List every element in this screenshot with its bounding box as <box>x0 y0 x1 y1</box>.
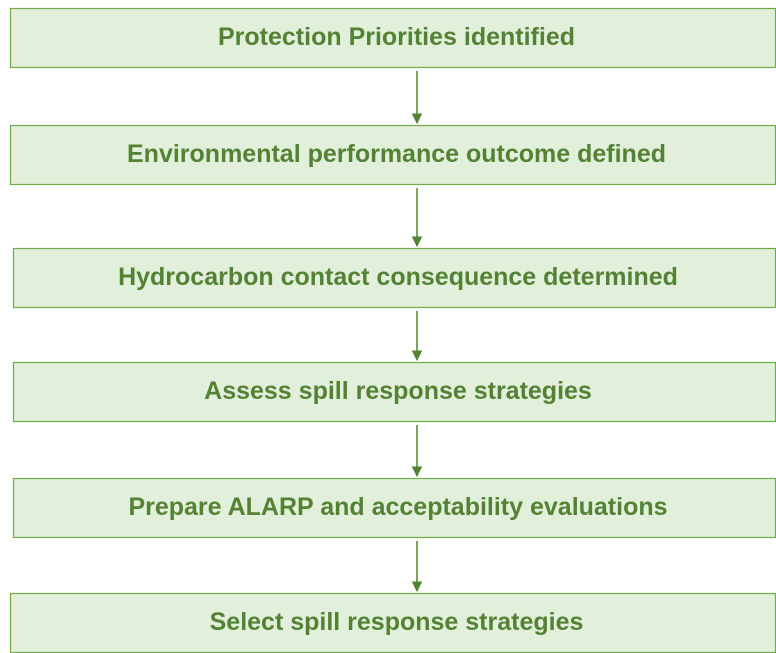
process-box <box>9 592 776 653</box>
process-label: Protection Priorities identified <box>218 23 575 51</box>
process-label: Hydrocarbon contact consequence determin… <box>118 263 678 291</box>
process-label: Prepare ALARP and acceptability evaluati… <box>128 493 667 521</box>
process-box <box>12 361 776 423</box>
process-box <box>9 124 776 186</box>
process-label: Assess spill response strategies <box>204 377 592 405</box>
process-box <box>9 7 776 69</box>
process-label: Select spill response strategies <box>210 608 584 636</box>
process-box <box>12 247 776 309</box>
process-box <box>12 477 776 539</box>
process-label: Environmental performance outcome define… <box>127 140 666 168</box>
